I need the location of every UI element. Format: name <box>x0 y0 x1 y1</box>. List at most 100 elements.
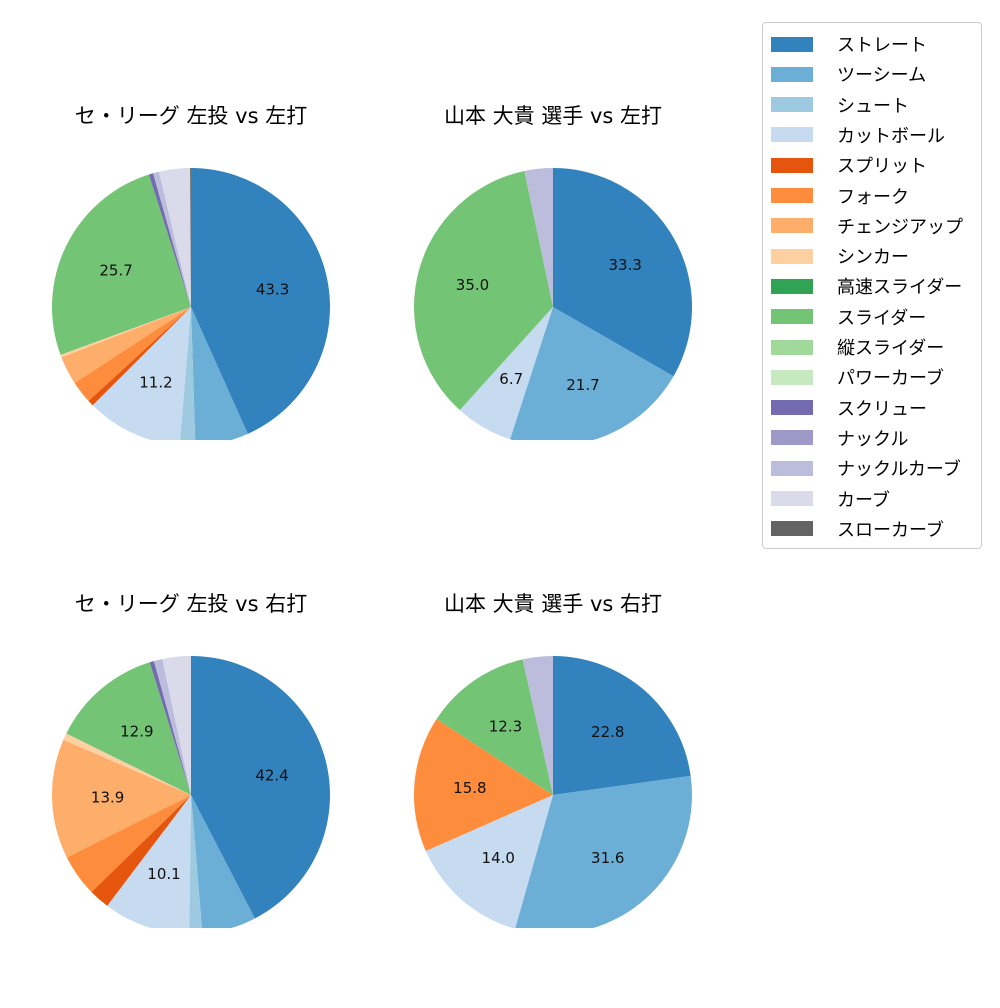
slice-value-label: 25.7 <box>99 261 132 279</box>
pie-slice <box>414 170 553 411</box>
legend-item: スクリュー <box>771 396 927 420</box>
legend-label: ツーシーム <box>837 65 927 87</box>
legend-item: カーブ <box>771 487 890 511</box>
pie-slice <box>107 795 191 928</box>
slice-value-label: 11.2 <box>139 374 172 392</box>
legend-item: シュート <box>771 93 909 117</box>
slice-value-label: 6.7 <box>499 370 523 388</box>
legend-item: スプリット <box>771 153 927 177</box>
pie-slice <box>88 307 191 406</box>
legend-swatch <box>771 66 813 82</box>
legend-swatch <box>771 309 813 325</box>
pie-slice <box>74 307 191 401</box>
pie-chart: 33.3 21.7 6.7 35.0 <box>414 168 692 440</box>
legend-item: スローカーブ <box>771 517 944 541</box>
legend-item: パワーカーブ <box>771 365 944 389</box>
legend-label: カットボール <box>837 125 945 147</box>
pie-slice <box>189 795 202 928</box>
pie-slice <box>510 307 674 440</box>
legend-swatch <box>771 460 813 476</box>
legend-item: スライダー <box>771 305 926 329</box>
slice-value-label: 35.0 <box>456 276 489 294</box>
legend-item: フォーク <box>771 184 909 208</box>
legend-item: カットボール <box>771 123 945 147</box>
pie-slice <box>191 795 255 928</box>
legend-item: ツーシーム <box>771 62 926 86</box>
legend-label: ナックル <box>837 428 909 450</box>
chart-title: セ・リーグ 左投 vs 左打 <box>74 104 308 128</box>
slice-value-label: 42.4 <box>255 766 288 784</box>
pie-slice <box>61 307 192 383</box>
pie-slice <box>52 739 191 858</box>
chart-title: セ・リーグ 左投 vs 右打 <box>74 592 308 616</box>
legend-item: ナックルカーブ <box>771 456 961 480</box>
pie-chart: 22.8 31.6 14.0 15.8 12.3 <box>414 656 692 928</box>
legend-item: シンカー <box>771 244 909 268</box>
slice-value-label: 31.6 <box>591 849 624 867</box>
pie-slice <box>158 168 191 307</box>
pie-slice <box>66 662 191 795</box>
pie-slice <box>522 656 553 795</box>
pie-slice <box>524 168 553 307</box>
pie-slice <box>425 795 553 928</box>
legend-item: ナックル <box>771 426 908 450</box>
pie-slice <box>459 307 553 440</box>
legend-label: スローカーブ <box>837 519 944 541</box>
legend-label: 高速スライダー <box>837 277 963 299</box>
legend-swatch <box>771 218 813 234</box>
legend-swatch <box>771 97 813 113</box>
legend-swatch <box>771 491 813 506</box>
pie-panel-league-lhp-vs-rhb: セ・リーグ 左投 vs 右打 42.4 10.1 13.9 12.9 <box>31 588 351 1008</box>
legend-label: ナックルカーブ <box>837 459 961 481</box>
pie-slice <box>63 733 191 795</box>
legend-swatch <box>771 521 813 537</box>
pie-slice <box>52 174 192 355</box>
legend-item: ストレート <box>771 32 927 56</box>
legend-swatch <box>771 369 813 385</box>
pie-slice <box>66 795 191 893</box>
slice-value-label: 33.3 <box>608 256 641 274</box>
pie-slice <box>190 168 191 307</box>
slice-value-label: 10.1 <box>147 865 180 883</box>
slice-value-label: 43.3 <box>256 281 289 299</box>
pie-slice <box>515 775 692 928</box>
legend-swatch <box>771 157 813 173</box>
slice-value-label: 22.8 <box>591 723 624 741</box>
pie-slice <box>153 658 191 795</box>
pie-slice <box>153 171 191 307</box>
legend-swatch <box>771 36 813 52</box>
legend-swatch <box>771 339 813 355</box>
slice-value-label: 12.9 <box>120 723 153 741</box>
legend-label: シンカー <box>837 247 909 269</box>
pie-panel-yamamoto-vs-lhb: 山本 大貴 選手 vs 左打 33.3 21.7 6.7 35.0 <box>393 100 713 520</box>
legend-label: スプリット <box>837 156 927 178</box>
pie-slice <box>436 659 553 795</box>
legend-label: ストレート <box>837 35 927 56</box>
pie-slice <box>191 656 330 919</box>
chart-title: 山本 大貴 選手 vs 左打 <box>443 104 663 128</box>
pie-slice <box>553 656 691 795</box>
pie-panel-yamamoto-vs-rhb: 山本 大貴 選手 vs 右打 22.8 31.6 14.0 15.8 12.3 <box>393 588 713 1008</box>
legend-item: チェンジアップ <box>771 214 963 238</box>
pie-slice <box>553 168 692 377</box>
slice-value-label: 15.8 <box>453 779 486 797</box>
pie-chart: 43.3 11.2 25.7 <box>52 168 330 440</box>
pie-slice <box>148 173 191 307</box>
legend-label: パワーカーブ <box>837 368 944 390</box>
pie-slice <box>191 307 248 440</box>
chart-title: 山本 大貴 選手 vs 右打 <box>443 592 663 616</box>
pie-slice <box>191 168 330 434</box>
pie-panel-league-lhp-vs-lhb: セ・リーグ 左投 vs 左打 43.3 11.2 25.7 <box>31 100 351 520</box>
legend-label: フォーク <box>837 186 909 208</box>
pie-slice <box>91 795 191 906</box>
slice-value-label: 13.9 <box>91 788 124 806</box>
pie-slice <box>180 307 196 440</box>
legend-swatch <box>771 400 813 416</box>
slice-value-label: 14.0 <box>482 849 515 867</box>
pie-slice <box>92 307 191 440</box>
legend: ストレートツーシームシュートカットボール スプリットフォークチェンジアップ シンカー… <box>762 22 982 549</box>
pie-chart: 42.4 10.1 13.9 12.9 <box>52 656 330 928</box>
legend-label: チェンジアップ <box>837 216 963 238</box>
legend-label: 縦スライダー <box>837 338 945 359</box>
legend-label: シュート <box>837 95 909 117</box>
